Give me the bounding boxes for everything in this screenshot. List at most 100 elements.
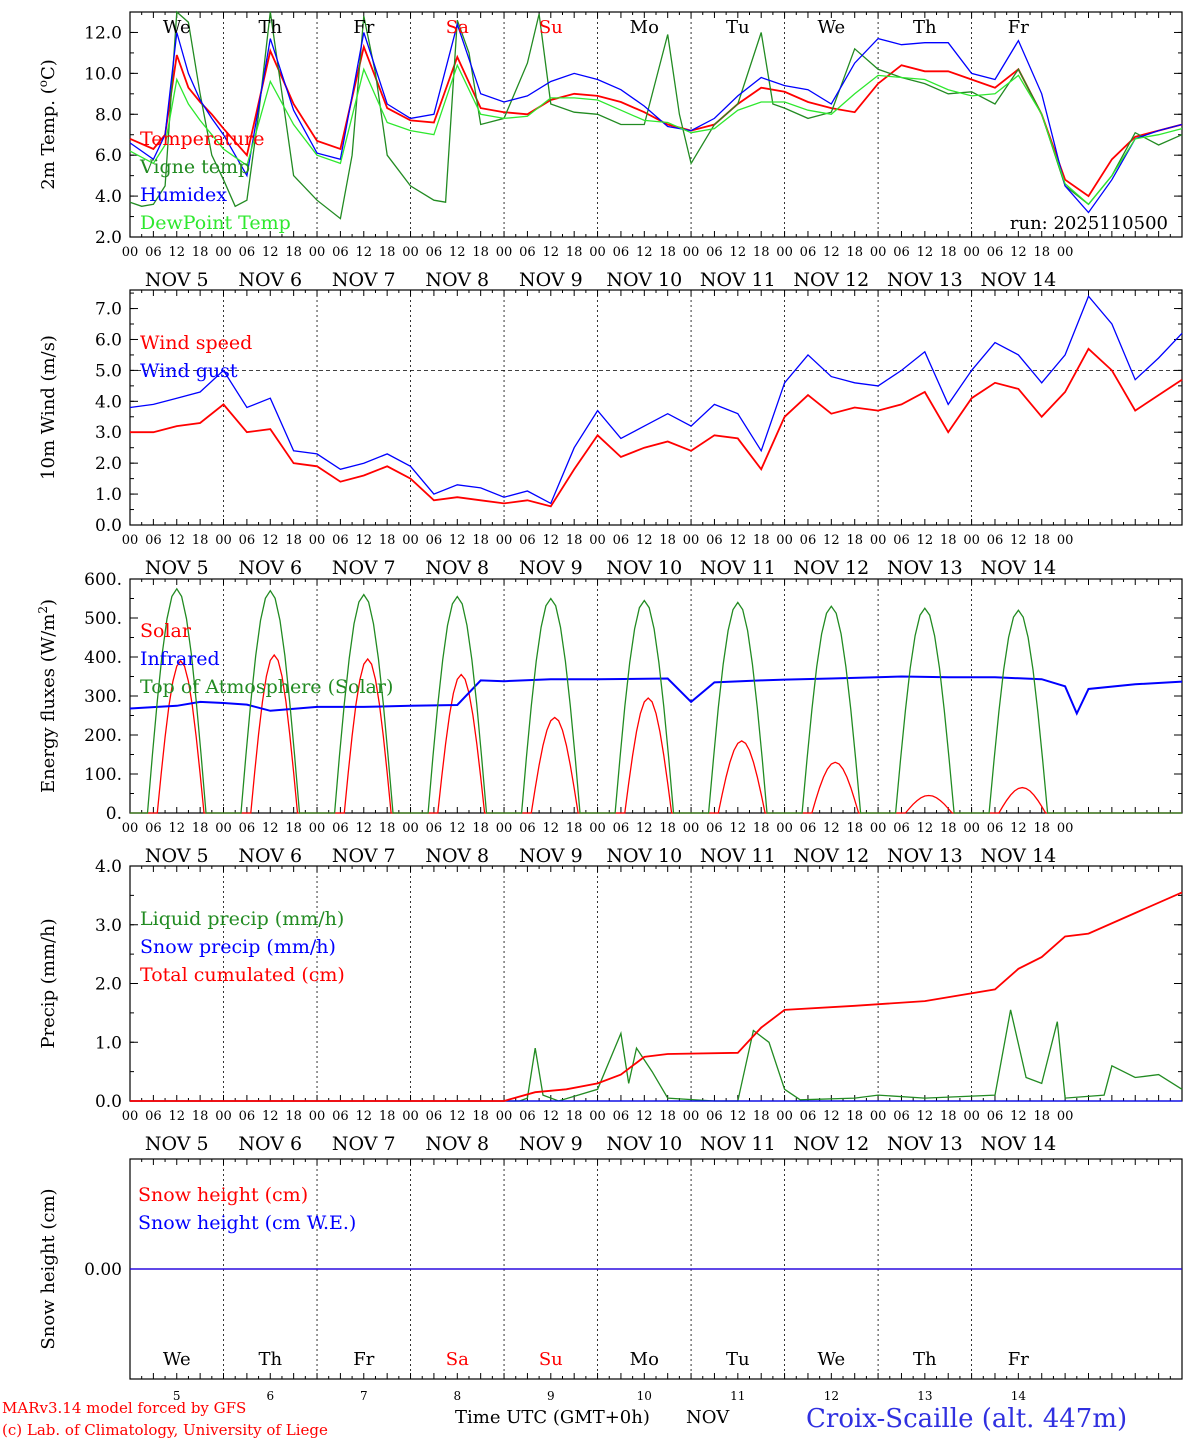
hour-tick-label: 00: [870, 533, 887, 548]
y-tick-label: 6.0: [95, 146, 122, 166]
date-label: NOV 8: [425, 557, 489, 579]
hour-tick-label: 06: [519, 245, 536, 260]
day-name: Tu: [726, 1349, 750, 1370]
hour-tick-label: 06: [706, 821, 723, 836]
y-tick-label: 2.0: [95, 975, 122, 995]
hour-tick-label: 18: [753, 821, 770, 836]
hour-tick-label: 06: [239, 245, 256, 260]
hour-tick-label: 18: [846, 533, 863, 548]
hour-tick-label: 18: [192, 821, 209, 836]
hour-tick-label: 12: [917, 821, 934, 836]
hour-tick-label: 00: [776, 533, 793, 548]
panel-wind: 0.0 1.0 2.0 3.0 4.0 5.0 6.0 7.0 10m Wind (m/s) Wi…: [38, 289, 1183, 579]
hour-tick-label: 18: [1033, 245, 1050, 260]
hour-tick-label: 18: [285, 245, 302, 260]
legend-entry: Snow height (cm W.E.): [138, 1212, 356, 1234]
y-axis-label: Precip (mm/h): [38, 918, 59, 1048]
date-label: NOV 12: [793, 1133, 869, 1155]
date-label: NOV 8: [425, 269, 489, 291]
hour-tick-label: 18: [846, 245, 863, 260]
date-label: NOV 6: [238, 845, 302, 867]
date-label: NOV 7: [332, 269, 396, 291]
y-tick-label: 0.0: [95, 1092, 122, 1112]
hour-tick-label: 00: [309, 533, 326, 548]
hour-tick-label: 00: [496, 533, 513, 548]
hour-tick-label: 06: [426, 821, 443, 836]
hour-tick-label: 06: [332, 821, 349, 836]
hour-tick-label: 18: [472, 1109, 489, 1124]
hour-tick-label: 00: [1057, 245, 1074, 260]
date-label: NOV 12: [793, 557, 869, 579]
hour-tick-label: 06: [239, 1109, 256, 1124]
hour-tick-label: 06: [426, 245, 443, 260]
day-number-label: 14: [1011, 1389, 1027, 1403]
legend-entry: Solar: [140, 620, 192, 642]
hour-tick-label: 18: [846, 1109, 863, 1124]
hour-tick-label: 00: [215, 821, 232, 836]
hour-tick-label: 12: [917, 1109, 934, 1124]
hour-tick-label: 06: [893, 533, 910, 548]
hour-tick-label: 00: [683, 1109, 700, 1124]
day-name: We: [163, 1349, 191, 1370]
hour-tick-label: 00: [683, 533, 700, 548]
hour-tick-label: 00: [215, 533, 232, 548]
date-label: NOV 13: [887, 557, 963, 579]
panel-snow: 0.00 Snow height (cm) Snow height (cm) Snow…: [38, 1158, 1183, 1403]
hour-tick-label: 12: [636, 245, 653, 260]
hour-tick-label: 12: [823, 1109, 840, 1124]
panel-temp: 2.0 4.0 6.0 8.0 10.0 12.0 2m Temp. (oC) Tempera…: [36, 10, 1183, 291]
hour-tick-label: 06: [145, 533, 162, 548]
hour-tick-label: 12: [262, 1109, 279, 1124]
series-line-humidex: [129, 22, 1183, 214]
hour-tick-label: 00: [589, 821, 606, 836]
hour-tick-label: 18: [379, 1109, 396, 1124]
hour-tick-label: 06: [239, 821, 256, 836]
hour-tick-label: 12: [449, 245, 466, 260]
month-label: NOV: [686, 1407, 730, 1428]
date-label: NOV 9: [519, 557, 583, 579]
hour-tick-label: 00: [1057, 821, 1074, 836]
y-tick-label: 6.0: [95, 330, 122, 350]
date-label: NOV 6: [238, 557, 302, 579]
hour-tick-label: 00: [963, 533, 980, 548]
date-label: NOV 7: [332, 845, 396, 867]
hour-tick-label: 00: [496, 1109, 513, 1124]
hour-tick-label: 06: [145, 821, 162, 836]
hour-tick-label: 12: [823, 245, 840, 260]
date-label: NOV 11: [700, 845, 776, 867]
hour-tick-label: 18: [659, 533, 676, 548]
date-label: NOV 9: [519, 1133, 583, 1155]
y-tick-label: 1.0: [95, 485, 122, 505]
hour-tick-label: 12: [917, 245, 934, 260]
day-name: Th: [913, 1349, 937, 1370]
legend-entry: Infrared: [140, 648, 220, 670]
hour-tick-label: 06: [239, 533, 256, 548]
hour-tick-label: 12: [356, 1109, 373, 1124]
date-label: NOV 13: [887, 1133, 963, 1155]
hour-tick-label: 18: [940, 533, 957, 548]
date-label: NOV 10: [606, 269, 682, 291]
day-number-label: 5: [173, 1389, 181, 1403]
hour-tick-label: 00: [589, 533, 606, 548]
hour-tick-label: 12: [543, 1109, 560, 1124]
hour-tick-label: 18: [472, 245, 489, 260]
day-name: We: [817, 17, 845, 38]
hour-tick-label: 06: [987, 245, 1004, 260]
day-number-label: 9: [547, 1389, 555, 1403]
hour-tick-label: 12: [543, 533, 560, 548]
day-name: Su: [539, 17, 563, 38]
hour-tick-label: 18: [1033, 821, 1050, 836]
hour-tick-label: 18: [753, 245, 770, 260]
y-axis-label-superscript: o: [36, 80, 50, 87]
hour-tick-label: 00: [402, 821, 419, 836]
hour-tick-label: 06: [613, 1109, 630, 1124]
hour-tick-label: 12: [1010, 821, 1027, 836]
hour-tick-label: 06: [426, 533, 443, 548]
hour-tick-label: 00: [496, 821, 513, 836]
hour-tick-label: 12: [356, 821, 373, 836]
day-name: We: [163, 17, 191, 38]
hour-tick-label: 00: [963, 821, 980, 836]
legend-entry: Snow precip (mm/h): [140, 936, 336, 958]
hour-tick-label: 18: [192, 245, 209, 260]
hour-tick-label: 00: [496, 245, 513, 260]
